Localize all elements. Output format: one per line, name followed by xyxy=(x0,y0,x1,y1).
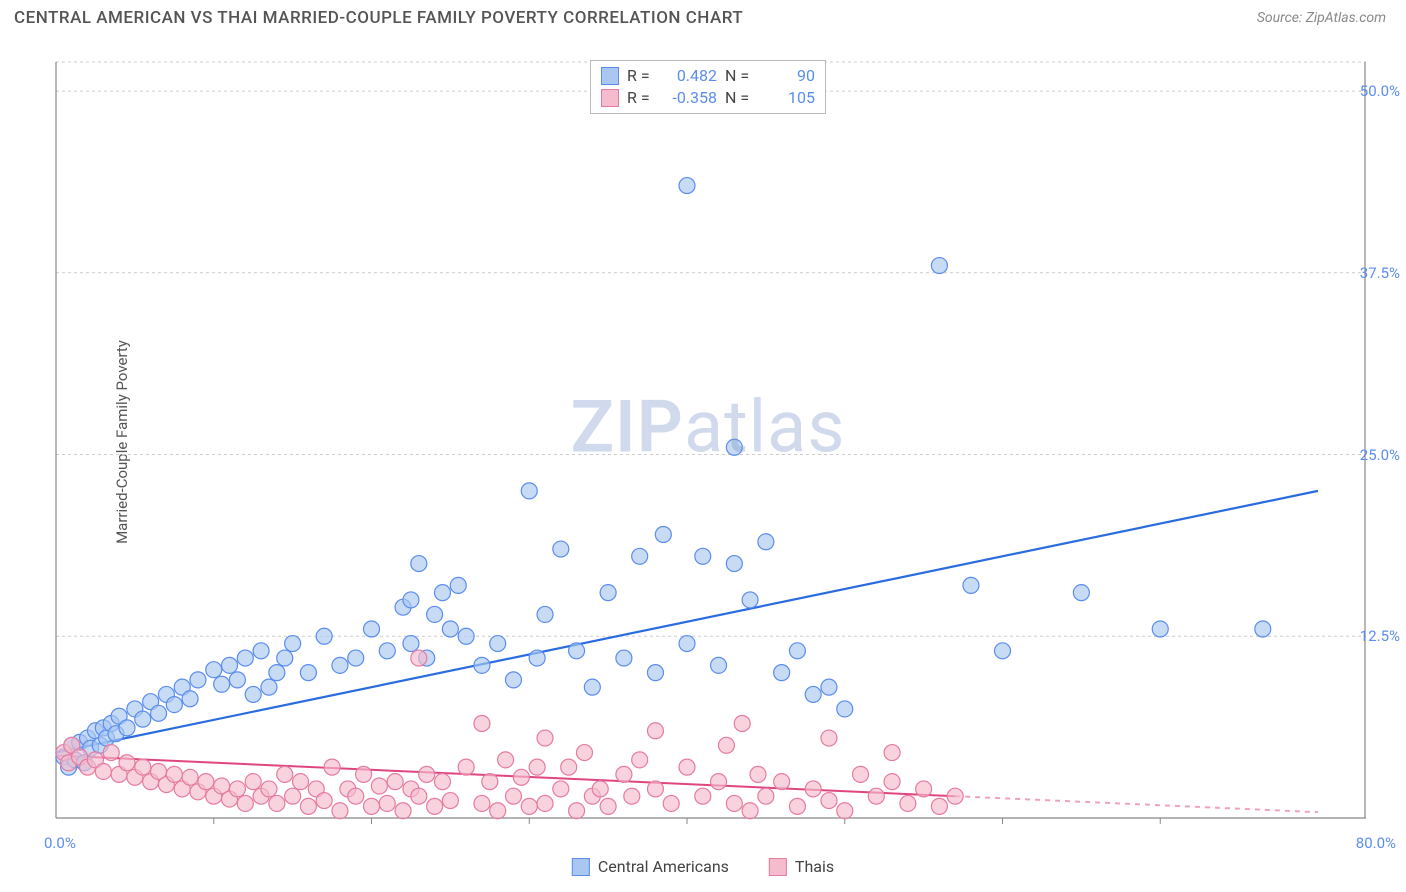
stats-legend-box: R = 0.482 N = 90 R = -0.358 N = 105 xyxy=(590,60,826,114)
ytick-label: 50.0% xyxy=(1360,82,1400,100)
bottom-legend: Central Americans Thais xyxy=(572,857,834,876)
chart-title: CENTRAL AMERICAN VS THAI MARRIED-COUPLE … xyxy=(14,8,743,28)
source-label: Source: ZipAtlas.com xyxy=(1257,10,1386,26)
ytick-label: 12.5% xyxy=(1360,627,1400,645)
header: CENTRAL AMERICAN VS THAI MARRIED-COUPLE … xyxy=(0,0,1406,32)
stats-row-series-0: R = 0.482 N = 90 xyxy=(601,65,815,87)
x-max-label: 80.0% xyxy=(1356,834,1396,852)
chart-area: Married-Couple Family Poverty ZIPatlas R… xyxy=(50,60,1366,824)
ytick-label: 25.0% xyxy=(1360,446,1400,464)
legend-swatch-0 xyxy=(572,858,590,876)
swatch-series-0 xyxy=(601,67,619,85)
ytick-label: 37.5% xyxy=(1360,264,1400,282)
legend-item-series-0: Central Americans xyxy=(572,857,729,876)
swatch-series-1 xyxy=(601,89,619,107)
x-origin-label: 0.0% xyxy=(44,834,76,852)
stats-row-series-1: R = -0.358 N = 105 xyxy=(601,87,815,109)
scatter-plot xyxy=(50,60,1366,824)
legend-item-series-1: Thais xyxy=(769,857,834,876)
legend-swatch-1 xyxy=(769,858,787,876)
